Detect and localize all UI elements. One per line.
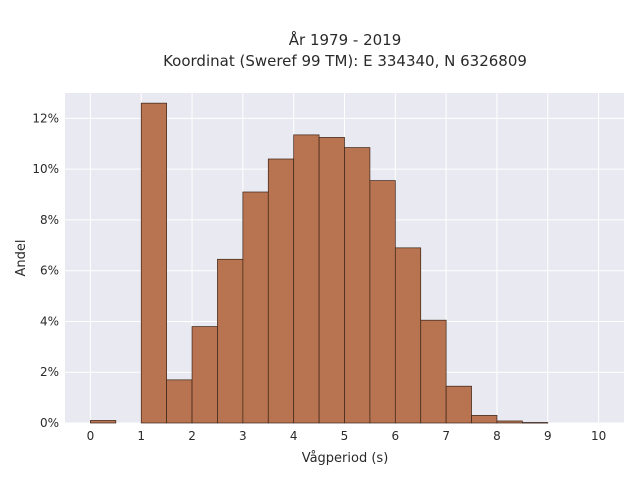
- x-tick-label: 0: [87, 429, 95, 443]
- histogram-bar: [496, 420, 523, 424]
- y-tick-label: 10%: [32, 162, 59, 176]
- histogram-bar: [318, 137, 345, 424]
- x-tick-label: 9: [544, 429, 552, 443]
- histogram-bar: [267, 158, 295, 424]
- histogram-bar: [420, 319, 447, 424]
- histogram-bars: [90, 102, 549, 424]
- x-tick-label: 4: [290, 429, 298, 443]
- x-tick-label: 3: [239, 429, 247, 443]
- histogram-bar: [471, 415, 498, 424]
- y-axis-ticks: 0% 2% 4% 6% 8% 10% 12%: [32, 111, 59, 430]
- histogram-bar: [140, 102, 167, 424]
- histogram-bar: [522, 422, 549, 424]
- x-tick-label: 7: [442, 429, 450, 443]
- x-tick-label: 5: [341, 429, 349, 443]
- x-tick-label: 1: [137, 429, 145, 443]
- histogram-bar: [369, 180, 396, 424]
- x-tick-label: 2: [188, 429, 196, 443]
- x-axis-label: Vågperiod (s): [302, 451, 389, 466]
- y-tick-label: 8%: [40, 213, 59, 227]
- y-tick-label: 2%: [40, 365, 59, 379]
- histogram-bar: [166, 379, 193, 424]
- histogram-bar: [394, 247, 422, 424]
- chart-title-line2: Koordinat (Sweref 99 TM): E 334340, N 63…: [163, 52, 527, 70]
- x-axis-ticks: 0 1 2 3 4 5 6 7 8 9 10: [87, 429, 607, 443]
- x-tick-label: 6: [391, 429, 399, 443]
- y-tick-label: 6%: [40, 264, 59, 278]
- y-tick-label: 4%: [40, 314, 59, 328]
- histogram-bar: [445, 385, 472, 424]
- histogram-bar: [242, 191, 269, 424]
- x-tick-label: 10: [591, 429, 606, 443]
- y-tick-label: 12%: [32, 111, 59, 125]
- y-axis-label: Andel: [14, 240, 29, 277]
- chart-title-line1: År 1979 - 2019: [289, 30, 402, 49]
- histogram-bar: [191, 326, 218, 424]
- histogram-bar: [217, 258, 244, 424]
- histogram-bar: [344, 147, 371, 424]
- histogram-bar: [293, 134, 320, 424]
- y-tick-label: 0%: [40, 416, 59, 430]
- histogram-bar: [90, 420, 117, 424]
- x-tick-label: 8: [493, 429, 501, 443]
